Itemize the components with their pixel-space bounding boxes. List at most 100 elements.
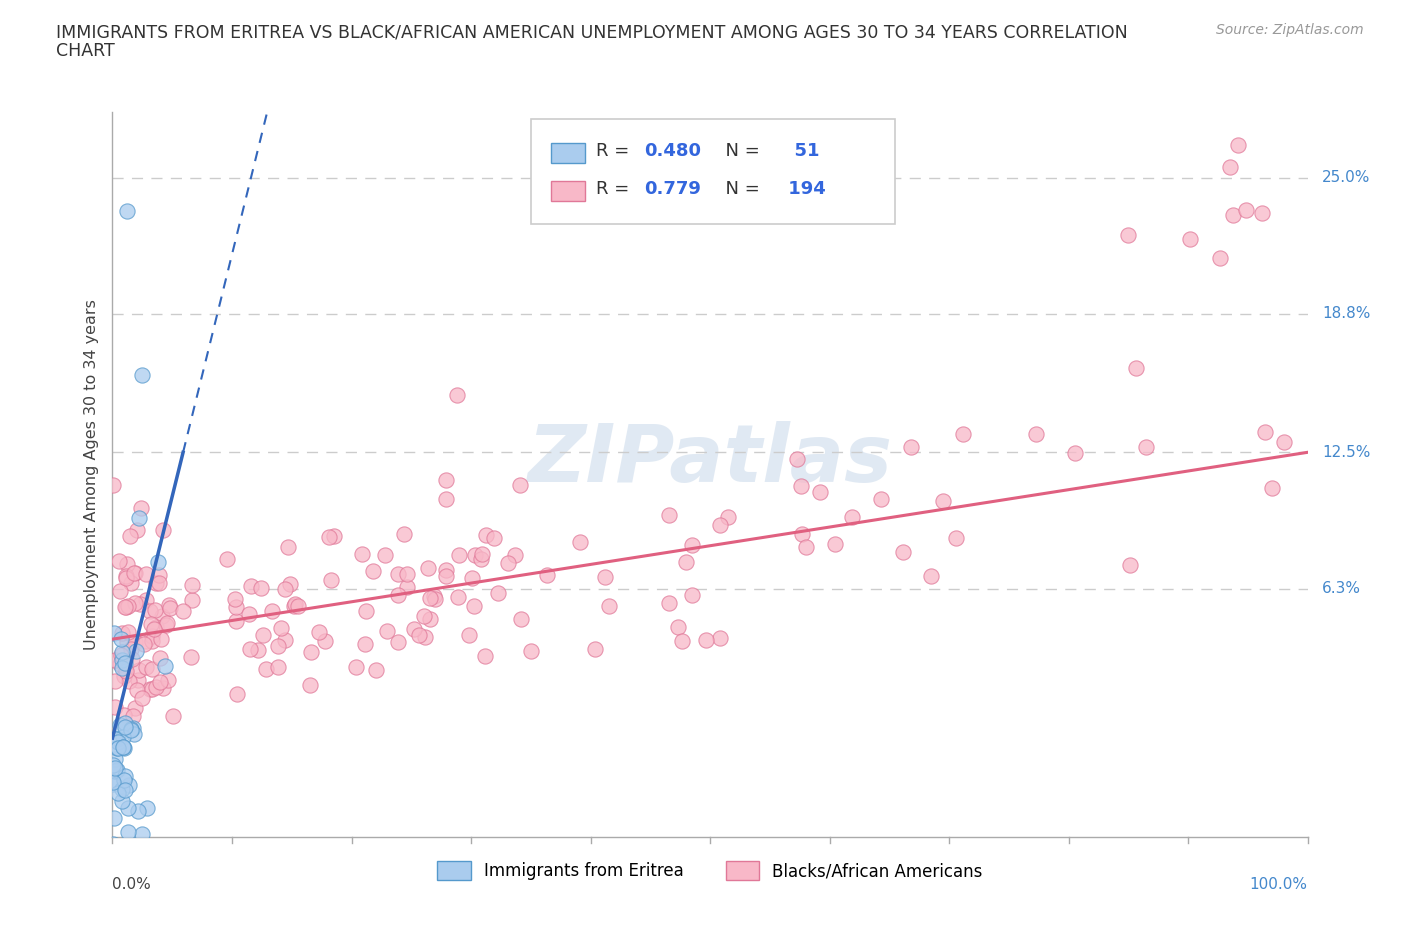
Point [270,621,292,636]
Point [1250,206,1272,220]
FancyBboxPatch shape [551,180,585,201]
Point [387,634,409,649]
Text: 100.0%: 100.0% [1250,877,1308,892]
Point [180,649,202,664]
Point [117,624,139,639]
Point [122,565,145,580]
Point [110,648,132,663]
Point [464,548,486,563]
Point [148,567,170,582]
Point [112,739,135,754]
Point [111,644,134,659]
Point [658,596,681,611]
Point [141,633,163,648]
Point [111,653,134,668]
Point [127,523,149,538]
Point [180,592,202,607]
Point [952,427,974,442]
Point [498,555,520,570]
Point [1227,138,1250,153]
Point [436,568,458,583]
Point [121,652,143,667]
Point [131,690,153,705]
Point [790,479,813,494]
Point [808,485,831,499]
Point [135,659,157,674]
Point [323,528,346,543]
Text: 12.5%: 12.5% [1322,445,1371,459]
Point [120,642,142,657]
Point [1025,426,1047,441]
Point [215,551,238,566]
Point [593,569,616,584]
Point [114,569,136,584]
Point [131,827,153,842]
Point [252,628,274,643]
Point [482,531,505,546]
Point [920,568,942,583]
Point [387,588,409,603]
Point [104,652,127,667]
Point [118,673,141,688]
Point [114,656,136,671]
FancyBboxPatch shape [531,119,896,224]
Point [1234,203,1257,218]
Text: CHART: CHART [56,42,115,60]
Y-axis label: Unemployment Among Ages 30 to 34 years: Unemployment Among Ages 30 to 34 years [83,299,98,650]
Point [127,804,149,818]
Point [392,526,415,541]
Point [366,663,388,678]
Point [224,591,246,606]
Point [101,775,124,790]
Point [122,709,145,724]
Point [104,751,127,766]
Text: R =: R = [596,180,636,198]
Point [1063,445,1085,460]
Text: 25.0%: 25.0% [1322,170,1371,185]
Point [135,633,157,648]
Point [509,478,531,493]
Point [283,597,305,612]
Point [107,731,129,746]
Text: N =: N = [714,142,759,161]
Point [112,708,135,723]
Point [105,740,128,755]
FancyBboxPatch shape [551,143,585,163]
Point [419,611,441,626]
Point [117,825,139,840]
Point [283,598,305,613]
Point [114,600,136,615]
Point [682,588,704,603]
Point [709,517,731,532]
Point [101,757,124,772]
Point [107,553,129,568]
Point [277,539,299,554]
Point [794,539,817,554]
Point [408,628,430,643]
Point [416,561,439,576]
Point [131,368,153,383]
Point [107,735,129,750]
Point [361,564,384,578]
Point [107,740,129,755]
Point [141,662,163,677]
Point [298,677,321,692]
Point [153,659,176,674]
Point [824,537,846,551]
Point [419,591,441,605]
Point [143,602,166,617]
Point [583,642,606,657]
Point [111,782,134,797]
Point [104,761,127,776]
Point [127,683,149,698]
Point [226,686,249,701]
Text: 0.480: 0.480 [644,142,702,161]
Point [375,624,398,639]
Point [180,578,202,593]
Point [145,680,167,695]
Point [135,592,157,607]
Point [111,660,134,675]
Point [148,576,170,591]
Point [101,837,124,852]
Point [471,547,494,562]
